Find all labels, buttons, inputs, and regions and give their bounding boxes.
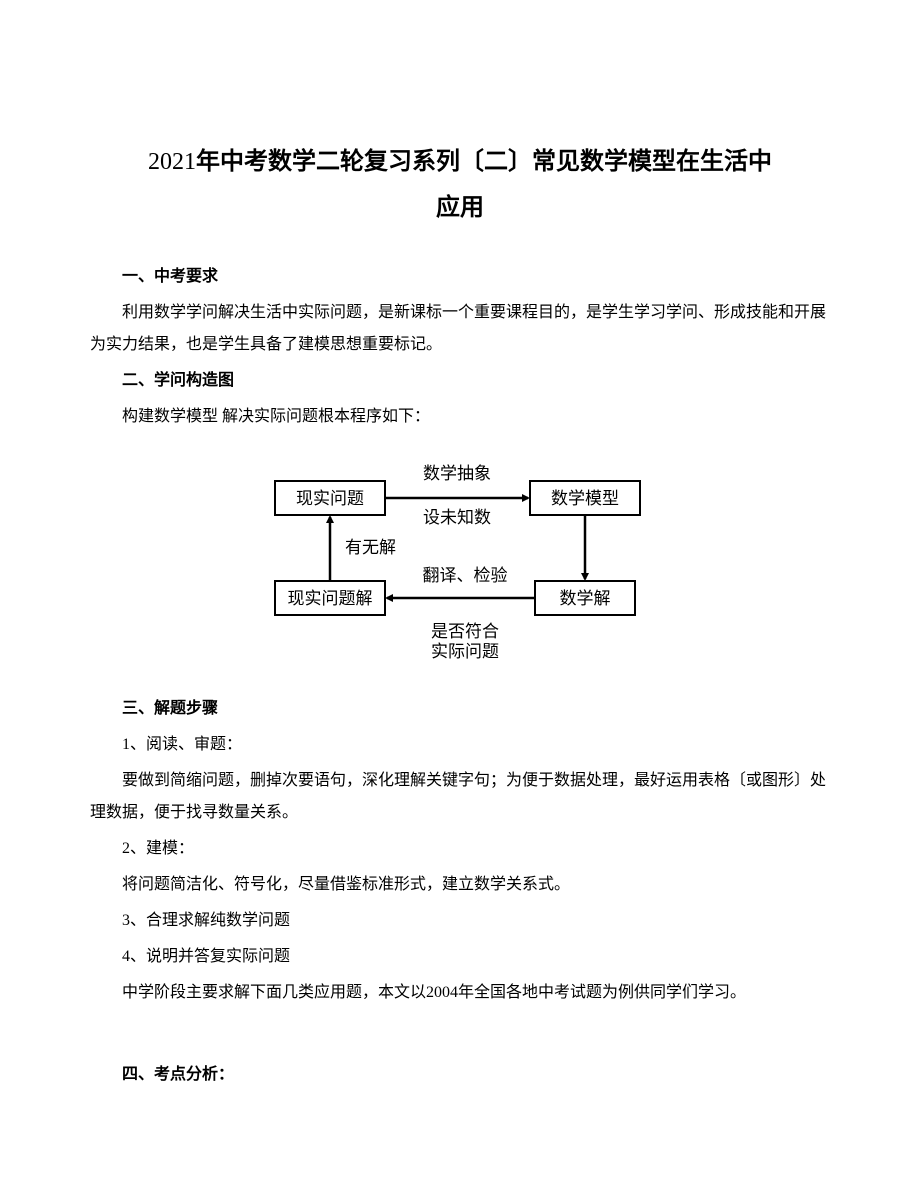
section-3-item2: 2、建模： — [90, 833, 830, 865]
flow-diagram: 现实问题 数学模型 现实问题解 数学解 数学抽象 设未知数 翻译、检验 是否符合… — [90, 451, 830, 671]
section-3-item3: 3、合理求解纯数学问题 — [90, 905, 830, 937]
section-3-item4: 4、说明并答复实际问题 — [90, 941, 830, 973]
edge-top-label-upper: 数学抽象 — [423, 464, 491, 483]
section-3-item1: 1、阅读、审题： — [90, 729, 830, 761]
node-real-problem-label: 现实问题 — [296, 489, 364, 508]
title-line-1: 2021年中考数学二轮复习系列〔二〕常见数学模型在生活中 — [90, 140, 830, 186]
title-line-2: 应用 — [90, 186, 830, 232]
edge-top-label-lower: 设未知数 — [423, 508, 491, 527]
node-real-solution-label: 现实问题解 — [288, 589, 373, 608]
title-block: 2021年中考数学二轮复习系列〔二〕常见数学模型在生活中 应用 — [90, 140, 830, 231]
section-1-p1: 利用数学学问解决生活中实际问题，是新课标一个重要课程目的，是学生学习学问、形成技… — [90, 297, 830, 361]
edge-bottom-label-upper: 翻译、检验 — [423, 566, 508, 585]
title-year: 2021 — [148, 149, 196, 175]
section-2-p1: 构建数学模型 解决实际问题根本程序如下： — [90, 401, 830, 433]
document-page: 2021年中考数学二轮复习系列〔二〕常见数学模型在生活中 应用 一、中考要求 利… — [0, 0, 920, 1155]
edge-bottom-label-lower1: 是否符合 — [431, 622, 499, 641]
edge-left-label: 有无解 — [345, 538, 396, 557]
edge-bottom-label-lower2: 实际问题 — [431, 642, 499, 661]
title-line1-bold: 常见数学模型在生活中 — [532, 149, 772, 175]
flow-diagram-svg: 现实问题 数学模型 现实问题解 数学解 数学抽象 设未知数 翻译、检验 是否符合… — [255, 451, 665, 671]
section-1-heading: 一、中考要求 — [90, 261, 830, 293]
section-4-heading: 四、考点分析： — [90, 1059, 830, 1091]
section-3-item1-body: 要做到简缩问题，删掉次要语句，深化理解关键字句；为便于数据处理，最好运用表格〔或… — [90, 765, 830, 829]
section-2-heading: 二、学问构造图 — [90, 365, 830, 397]
title-line1-rest: 年中考数学二轮复习系列〔二〕 — [196, 149, 532, 175]
node-math-model-label: 数学模型 — [551, 489, 619, 508]
node-math-solution-label: 数学解 — [560, 589, 611, 608]
section-3-item2-body: 将问题简洁化、符号化，尽量借鉴标准形式，建立数学关系式。 — [90, 869, 830, 901]
section-3-heading: 三、解题步骤 — [90, 693, 830, 725]
section-3-closing: 中学阶段主要求解下面几类应用题，本文以2004年全国各地中考试题为例供同学们学习… — [90, 977, 830, 1009]
